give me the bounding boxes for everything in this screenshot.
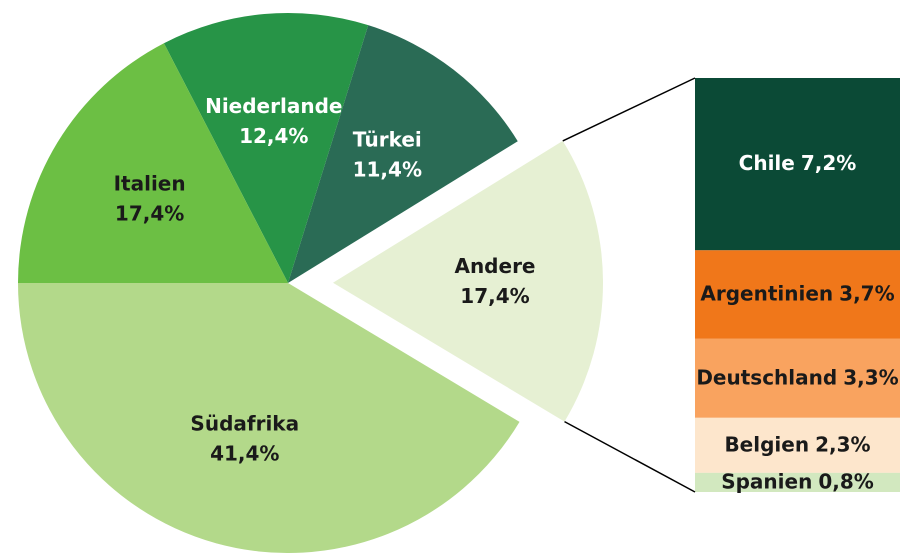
bar-label: Deutschland 3,3% xyxy=(696,365,898,389)
bar-label: Chile 7,2% xyxy=(739,151,857,175)
slice-label: Andere xyxy=(454,254,535,278)
slice-value: 12,4% xyxy=(239,124,308,148)
slice-value: 11,4% xyxy=(353,157,422,181)
bar-name: Deutschland xyxy=(696,365,837,389)
pie-slice xyxy=(18,43,288,284)
slice-value: 17,4% xyxy=(115,201,184,225)
bar-label: Argentinien 3,7% xyxy=(700,281,894,305)
bar-segment xyxy=(695,472,900,492)
bar-segment xyxy=(695,250,900,339)
slice-label: Niederlande xyxy=(205,94,342,118)
bar-name: Argentinien xyxy=(700,281,833,305)
slice-label: Südafrika xyxy=(190,412,299,436)
slice-value: 17,4% xyxy=(460,284,529,308)
bar-value: 0,8% xyxy=(818,469,873,493)
bar-segment xyxy=(695,78,900,251)
slice-label: Italien xyxy=(114,171,186,195)
bar-name: Spanien xyxy=(721,469,812,493)
bar-value: 3,7% xyxy=(839,281,894,305)
bar-value: 2,3% xyxy=(815,432,870,456)
bar-segment xyxy=(695,417,900,473)
bar-label: Spanien 0,8% xyxy=(721,469,874,493)
bar-name: Chile xyxy=(739,151,795,175)
slice-label: Türkei xyxy=(353,127,422,151)
connector xyxy=(564,420,696,493)
connector xyxy=(562,77,696,142)
pie-slice xyxy=(288,25,518,283)
bar-value: 3,3% xyxy=(843,365,898,389)
slice-value: 41,4% xyxy=(210,442,279,466)
bar-name: Belgien xyxy=(724,432,809,456)
pie-slice xyxy=(332,140,603,422)
bar-value: 7,2% xyxy=(801,151,856,175)
pie-slice xyxy=(163,13,369,284)
bar-label: Belgien 2,3% xyxy=(724,432,870,456)
bar-segment xyxy=(695,338,900,418)
pie-slice xyxy=(18,283,520,553)
